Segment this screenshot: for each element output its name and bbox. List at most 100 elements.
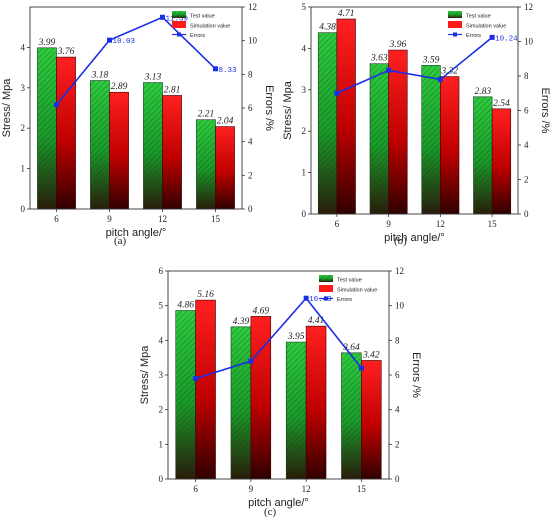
bar-test-hatch: [196, 119, 216, 209]
legend-label-test: Test value: [337, 278, 362, 284]
y2-axis-label: Errors /%: [539, 88, 550, 134]
bar-test-value-label: 4.86: [177, 301, 194, 311]
y-tick-label: 4: [21, 42, 26, 52]
y-tick-label: 4: [159, 335, 164, 345]
errors-point: [54, 102, 59, 108]
x-tick-label: 9: [386, 219, 391, 229]
bar-test-value-label: 3.64: [342, 343, 360, 353]
bar-test-hatch: [175, 310, 196, 479]
y2-tick-label: 4: [524, 140, 529, 150]
y2-tick-label: 0: [395, 474, 400, 484]
y-axis-label: Stress/ Mpa: [1, 78, 13, 138]
bar-test-value-label: 2.83: [474, 87, 491, 97]
legend-label-test: Test value: [466, 14, 491, 20]
y2-tick-label: 8: [395, 335, 400, 345]
bar-test-hatch: [230, 326, 251, 479]
legend-label-sim: Simulation value: [190, 24, 230, 30]
y2-tick-label: 4: [248, 137, 253, 147]
y-tick-label: 1: [159, 439, 164, 449]
bar-test-value-label: 3.99: [38, 38, 56, 48]
errors-point: [107, 37, 112, 43]
x-tick-label: 12: [436, 219, 445, 229]
panel-caption: (b): [394, 235, 407, 247]
bar-sim: [440, 76, 460, 215]
y2-tick-label: 12: [395, 266, 404, 276]
y2-tick-label: 8: [248, 69, 253, 79]
y-tick-label: 1: [302, 168, 307, 178]
bar-test-value-label: 3.13: [144, 73, 162, 83]
x-tick-label: 9: [249, 484, 254, 494]
x-tick-label: 6: [54, 214, 59, 224]
y-tick-label: 3: [21, 83, 26, 93]
x-tick-label: 15: [211, 214, 221, 224]
y2-tick-label: 6: [248, 103, 253, 113]
y2-axis-label: Errors /%: [410, 352, 422, 398]
y2-tick-label: 0: [248, 204, 253, 214]
chart-panel-3: 4.865.1664.394.6993.954.41123.643.421510…: [139, 266, 422, 509]
chart-panel-1: 3.993.7663.182.8993.132.81122.212.041510…: [1, 2, 275, 239]
errors-line: [336, 36, 493, 94]
errors-point: [193, 375, 199, 381]
y2-tick-label: 10: [248, 36, 258, 46]
y-tick-label: 0: [159, 474, 164, 484]
legend: Test value Simulation value Errors: [448, 11, 506, 39]
y-tick-label: 2: [159, 405, 164, 415]
legend: Test value Simulation value Errors: [172, 11, 230, 39]
y2-tick-label: 2: [395, 439, 400, 449]
y2-tick-label: 10: [524, 37, 534, 47]
bar-sim: [336, 18, 356, 215]
bar-sim-value-label: 5.16: [197, 290, 214, 300]
errors-line: [55, 16, 217, 106]
x-axis-label: pitch angle/°: [248, 497, 309, 509]
legend-marker-errors: [453, 32, 457, 37]
x-tick-label: 6: [335, 219, 340, 229]
bar-test-hatch: [369, 63, 389, 214]
x-tick-label: 12: [302, 484, 311, 494]
bar-test-value-label: 4.38: [319, 23, 336, 33]
legend-swatch-test-hatch: [448, 11, 462, 18]
errors-point: [334, 90, 340, 96]
y2-tick-label: 12: [248, 2, 257, 12]
bar-sim: [215, 126, 235, 210]
y-tick-label: 3: [302, 85, 307, 95]
chart-panel-2: 4.384.7163.633.9693.593.32122.832.541510…: [282, 2, 550, 244]
errors-value-label: 8.33: [219, 67, 238, 75]
y2-tick-label: 4: [395, 405, 400, 415]
panel-caption: (c): [264, 506, 277, 518]
panel-caption: (a): [114, 235, 127, 247]
x-tick-label: 15: [357, 484, 367, 494]
bar-test-value-label: 3.18: [91, 71, 109, 81]
legend-swatch-sim: [319, 285, 333, 292]
y2-tick-label: 6: [395, 370, 400, 380]
errors-value-label: 11.39: [166, 15, 189, 23]
legend: Test value Simulation value Errors: [319, 275, 377, 303]
bar-sim: [109, 91, 129, 210]
legend-label-test: Test value: [190, 14, 215, 20]
errors-point: [358, 365, 364, 371]
errors-point: [213, 66, 218, 72]
errors-line: [195, 296, 363, 380]
y-tick-label: 4: [302, 43, 307, 53]
bar-test-value-label: 3.95: [287, 332, 305, 342]
bar-sim-value-label: 3.76: [57, 47, 75, 57]
bar-sim: [162, 95, 182, 210]
legend-swatch-sim: [448, 21, 462, 28]
errors-point: [489, 34, 495, 40]
bar-sim: [56, 56, 76, 210]
legend-swatch-test-hatch: [319, 275, 333, 282]
bar-sim-value-label: 3.96: [389, 40, 407, 50]
bar-test-hatch: [143, 82, 163, 209]
bar-sim-value-label: 2.04: [217, 117, 234, 127]
y2-tick-label: 2: [248, 170, 253, 180]
bar-test-value-label: 2.21: [198, 110, 215, 120]
bar-test-hatch: [421, 65, 441, 215]
bar-test-hatch: [318, 32, 337, 214]
bar-sim: [388, 49, 408, 215]
bar-sim-value-label: 4.41: [308, 316, 325, 326]
errors-point: [386, 67, 392, 73]
x-tick-label: 9: [107, 214, 112, 224]
legend-swatch-test-hatch: [172, 11, 186, 18]
y-tick-label: 5: [159, 301, 164, 311]
bar-sim: [491, 108, 512, 215]
